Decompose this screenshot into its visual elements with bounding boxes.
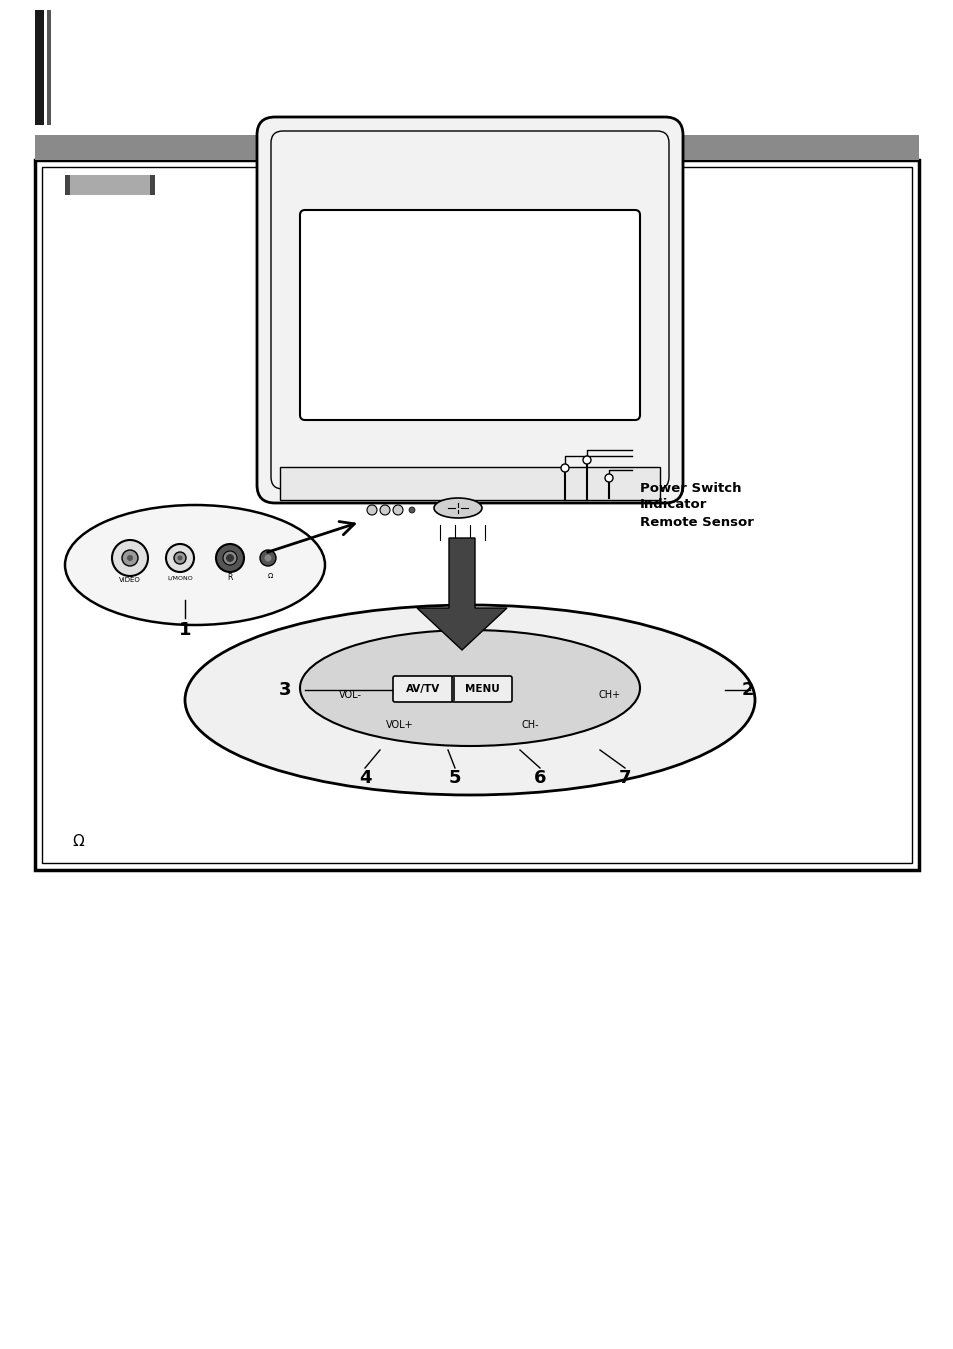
Bar: [35, 161, 918, 870]
Text: Ω: Ω: [72, 835, 84, 850]
Circle shape: [393, 505, 402, 515]
Text: Power Switch: Power Switch: [639, 482, 740, 495]
Bar: [35, 9, 44, 125]
Circle shape: [223, 550, 236, 565]
Bar: [65, 175, 154, 196]
Circle shape: [264, 554, 272, 561]
FancyBboxPatch shape: [452, 676, 512, 701]
FancyBboxPatch shape: [393, 676, 453, 701]
Text: 3: 3: [278, 681, 291, 699]
Text: 5: 5: [448, 769, 460, 786]
Text: AV/TV: AV/TV: [405, 684, 439, 693]
Bar: [47, 9, 51, 125]
Circle shape: [379, 505, 390, 515]
Bar: [35, 135, 918, 161]
Text: VOL-: VOL-: [338, 689, 361, 700]
Text: 6: 6: [533, 769, 546, 786]
Circle shape: [367, 505, 376, 515]
Text: 2: 2: [741, 681, 754, 699]
FancyBboxPatch shape: [299, 210, 639, 420]
Ellipse shape: [185, 604, 754, 795]
Polygon shape: [416, 538, 506, 650]
Bar: [65, 175, 70, 196]
Text: 7: 7: [618, 769, 631, 786]
Circle shape: [166, 544, 193, 572]
Text: R: R: [227, 573, 233, 583]
Ellipse shape: [434, 498, 481, 518]
Circle shape: [173, 552, 186, 564]
Circle shape: [127, 554, 132, 561]
Text: VOL+: VOL+: [386, 720, 414, 730]
Circle shape: [260, 550, 275, 567]
FancyBboxPatch shape: [256, 117, 682, 503]
Bar: [280, 467, 659, 500]
Text: Ω: Ω: [267, 573, 273, 579]
Circle shape: [226, 554, 233, 563]
Circle shape: [112, 540, 148, 576]
Text: 1: 1: [178, 621, 191, 639]
Text: L/MONO: L/MONO: [167, 576, 193, 580]
Text: Remote Sensor: Remote Sensor: [639, 515, 753, 529]
Text: CH-: CH-: [520, 720, 538, 730]
Circle shape: [122, 550, 138, 567]
Text: 4: 4: [358, 769, 371, 786]
Circle shape: [409, 507, 415, 513]
Bar: [150, 175, 154, 196]
Ellipse shape: [65, 505, 325, 625]
Circle shape: [215, 544, 244, 572]
Text: Indicator: Indicator: [639, 499, 706, 511]
Bar: [42, 167, 911, 863]
Circle shape: [177, 556, 182, 560]
Text: CH+: CH+: [598, 689, 620, 700]
Text: MENU: MENU: [464, 684, 498, 693]
Circle shape: [560, 464, 568, 472]
Circle shape: [582, 456, 590, 464]
Ellipse shape: [299, 630, 639, 746]
Circle shape: [604, 473, 613, 482]
Text: VIDEO: VIDEO: [119, 577, 141, 583]
